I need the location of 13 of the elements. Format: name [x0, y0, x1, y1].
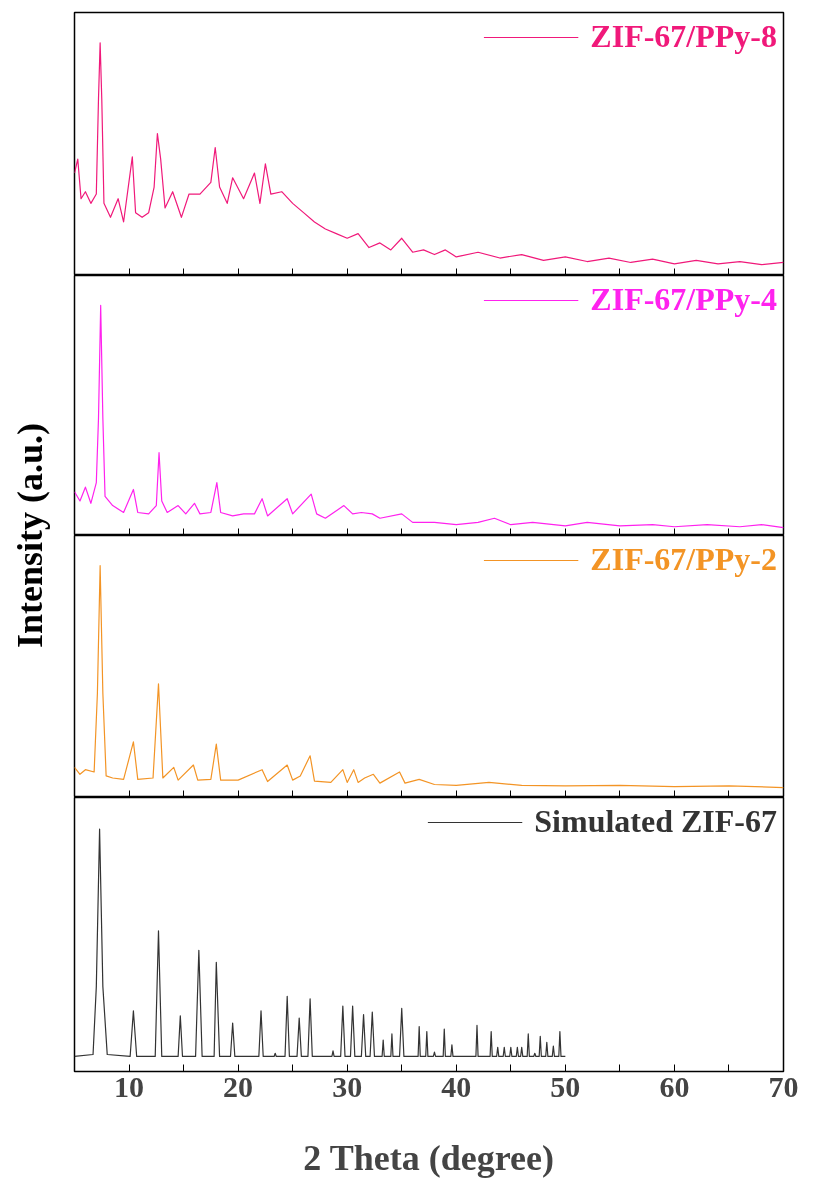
- legend-label: ZIF-67/PPy-4: [590, 281, 777, 318]
- x-tick-label: 10: [114, 1069, 145, 1103]
- x-tick-label: 70: [768, 1069, 799, 1103]
- x-tick-label: 40: [441, 1069, 472, 1103]
- x-axis-title: 2 Theta (degree): [303, 1137, 554, 1178]
- x-tick-label: 30: [332, 1069, 363, 1103]
- x-tick-label: 20: [223, 1069, 254, 1103]
- y-axis-title: Intensity (a.u.): [9, 421, 51, 650]
- legend-label: Simulated ZIF-67: [534, 803, 777, 840]
- x-tick-label: 50: [550, 1069, 581, 1103]
- x-tick-label: 60: [659, 1069, 690, 1103]
- legend-label: ZIF-67/PPy-2: [590, 541, 777, 578]
- legend-label: ZIF-67/PPy-8: [590, 18, 777, 55]
